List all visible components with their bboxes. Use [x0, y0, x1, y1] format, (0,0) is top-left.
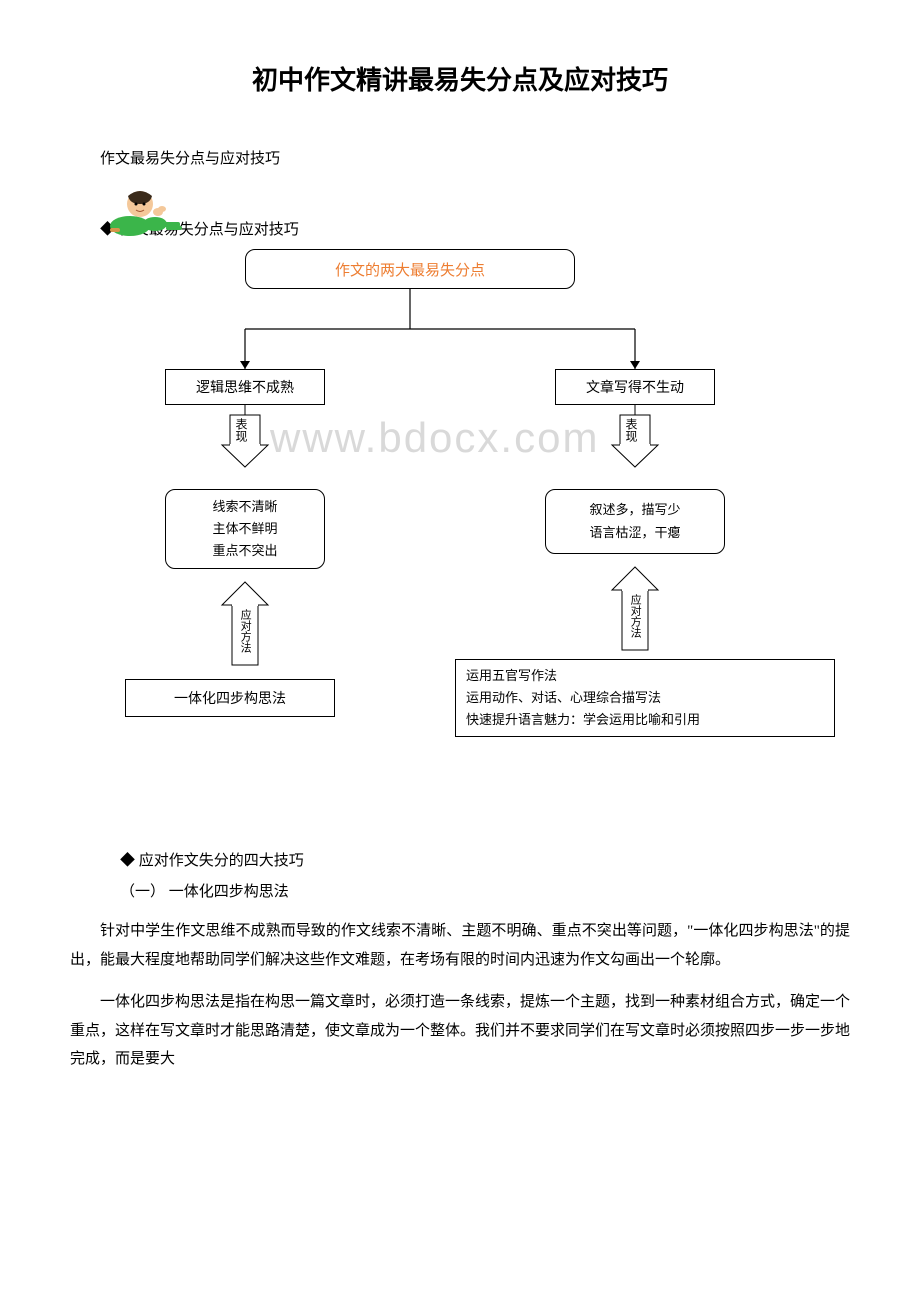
right-problem-text: 文章写得不生动	[586, 377, 684, 397]
paragraph-2: 一体化四步构思法是指在构思一篇文章时，必须打造一条线索，提炼一个主题，找到一种素…	[70, 988, 850, 1074]
left-symptom-1: 线索不清晰	[212, 496, 277, 518]
flowchart-diagram: www.bdocx.com 作文的两大最易失分点 逻辑思维不成熟 文章写得不生动…	[70, 249, 850, 839]
left-symptoms-box: 线索不清晰 主体不鲜明 重点不突出	[165, 489, 325, 569]
method-label-right: 应对方法	[629, 594, 641, 638]
watermark-text: www.bdocx.com	[270, 414, 599, 462]
top-box-text: 作文的两大最易失分点	[335, 259, 485, 280]
left-solution-text: 一体化四步构思法	[174, 688, 286, 708]
right-solution-2: 运用动作、对话、心理综合描写法	[466, 687, 661, 709]
paragraph-1: 针对中学生作文思维不成熟而导致的作文线索不清晰、主题不明确、重点不突出等问题，"…	[70, 917, 850, 974]
left-problem-box: 逻辑思维不成熟	[165, 369, 325, 405]
left-symptom-2: 主体不鲜明	[212, 518, 277, 540]
section1-header: ◆ 作文最易失分点与应对技巧	[100, 218, 850, 239]
method-label-left: 应对方法	[239, 609, 251, 653]
right-problem-box: 文章写得不生动	[555, 369, 715, 405]
left-problem-text: 逻辑思维不成熟	[196, 377, 294, 397]
subsection1-title: （一） 一体化四步构思法	[120, 880, 850, 901]
top-box: 作文的两大最易失分点	[245, 249, 575, 289]
section2-header: ◆ 应对作文失分的四大技巧	[120, 849, 850, 870]
right-solution-1: 运用五官写作法	[466, 665, 557, 687]
left-solution-box: 一体化四步构思法	[125, 679, 335, 717]
arrow-label-right: 表现	[623, 418, 640, 442]
subtitle-text: 作文最易失分点与应对技巧	[100, 147, 850, 168]
left-symptom-3: 重点不突出	[212, 540, 277, 562]
right-solution-box: 运用五官写作法 运用动作、对话、心理综合描写法 快速提升语言魅力：学会运用比喻和…	[455, 659, 835, 737]
right-symptom-2: 语言枯涩，干瘪	[589, 522, 680, 544]
right-symptoms-box: 叙述多，描写少 语言枯涩，干瘪	[545, 489, 725, 554]
arrow-label-left: 表现	[233, 418, 250, 442]
page-title: 初中作文精讲最易失分点及应对技巧	[70, 60, 850, 97]
right-symptom-1: 叙述多，描写少	[589, 499, 680, 521]
right-solution-3: 快速提升语言魅力：学会运用比喻和引用	[466, 709, 700, 731]
